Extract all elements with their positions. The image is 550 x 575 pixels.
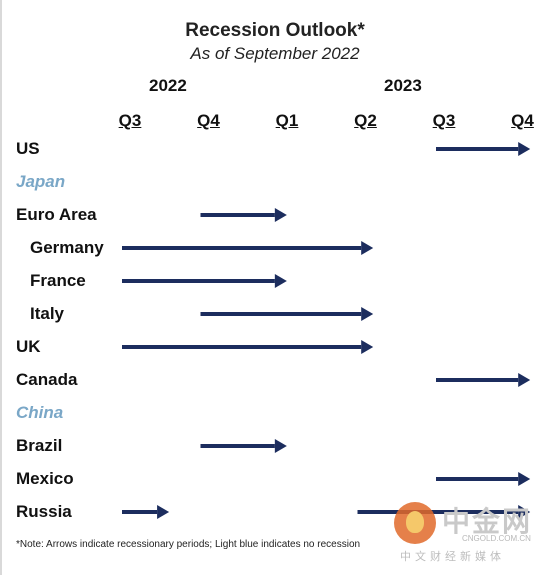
arrow-head <box>274 208 287 222</box>
arrow-head <box>518 142 531 156</box>
country-label: France <box>30 271 86 290</box>
country-label: Brazil <box>16 436 63 455</box>
arrow-head <box>518 472 531 486</box>
quarter-label: Q1 <box>275 111 299 130</box>
country-label: US <box>16 139 40 158</box>
recession-arrow <box>436 373 531 387</box>
arrow-shaft <box>122 345 362 349</box>
country-label: Japan <box>16 172 66 191</box>
watermark-slogan: 中文财经新媒体 <box>400 551 505 563</box>
arrow-shaft <box>122 510 158 514</box>
quarter-label: Q4 <box>511 111 534 130</box>
country-label: Euro Area <box>16 205 97 224</box>
arrow-shaft <box>122 279 275 283</box>
country-label: Russia <box>16 502 72 521</box>
chart-title: Recession Outlook* <box>185 20 365 41</box>
arrow-head <box>274 274 287 288</box>
recession-arrow <box>436 142 531 156</box>
recession-arrow <box>122 505 170 519</box>
arrow-shaft <box>122 246 362 250</box>
country-label: Germany <box>30 238 104 257</box>
watermark-flame-icon <box>406 511 424 533</box>
country-label: UK <box>16 337 41 356</box>
quarter-label: Q4 <box>197 111 220 130</box>
footnote: *Note: Arrows indicate recessionary peri… <box>16 539 361 550</box>
quarter-label: Q3 <box>118 111 142 130</box>
recession-arrow <box>436 472 531 486</box>
country-label: Canada <box>16 370 78 389</box>
recession-arrow <box>357 505 531 519</box>
arrow-shaft <box>436 378 519 382</box>
recession-arrow <box>122 274 287 288</box>
country-label: China <box>16 403 64 422</box>
arrow-shaft <box>357 510 519 514</box>
recession-arrow <box>200 307 374 321</box>
country-label: Italy <box>30 304 65 323</box>
watermark-brand: 中金网 <box>442 506 533 537</box>
recession-arrow <box>122 241 374 255</box>
recession-arrow <box>122 340 374 354</box>
year-label-2023: 2023 <box>384 76 422 95</box>
arrow-shaft <box>200 444 275 448</box>
arrow-shaft <box>436 477 519 481</box>
arrow-head <box>518 505 531 519</box>
arrow-head <box>361 241 374 255</box>
quarter-label: Q3 <box>432 111 456 130</box>
year-label-2022: 2022 <box>149 76 187 95</box>
arrow-shaft <box>200 312 362 316</box>
arrow-shaft <box>200 213 275 217</box>
left-border <box>0 0 2 575</box>
chart-subtitle: As of September 2022 <box>190 44 360 63</box>
arrow-head <box>361 340 374 354</box>
arrow-head <box>157 505 170 519</box>
arrow-head <box>518 373 531 387</box>
quarter-label: Q2 <box>354 111 377 130</box>
arrow-shaft <box>436 147 519 151</box>
arrow-head <box>361 307 374 321</box>
watermark-url: CNGOLD.COM.CN <box>462 534 531 543</box>
watermark-logo: 中金网 CNGOLD.COM.CN 中文财经新媒体 <box>390 498 540 568</box>
recession-arrow <box>200 208 287 222</box>
country-label: Mexico <box>16 469 74 488</box>
recession-arrow <box>200 439 287 453</box>
arrow-head <box>274 439 287 453</box>
